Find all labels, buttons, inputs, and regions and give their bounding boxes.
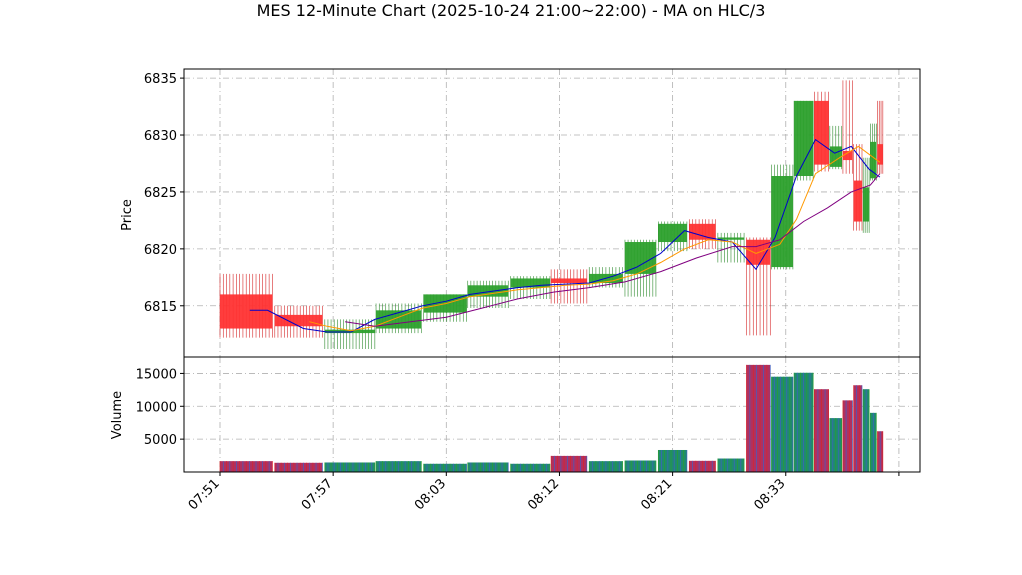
volume-ticks: 5000 10000 15000 — [136, 367, 184, 448]
volume-bar-fill — [423, 463, 467, 472]
candle-body — [717, 237, 745, 240]
volume-bar-fill — [658, 449, 687, 472]
volume-tick-label: 10000 — [136, 400, 177, 415]
price-tick-label: 6825 — [144, 186, 177, 201]
x-tick-label: 08:21 — [638, 476, 675, 513]
volume-bar — [771, 376, 794, 472]
candle-body — [689, 223, 716, 240]
volume-bar — [423, 463, 467, 472]
bull-candle — [624, 239, 657, 297]
volume-bar — [746, 364, 771, 472]
volume-bars — [219, 364, 884, 472]
price-tick-label: 6820 — [144, 243, 177, 258]
volume-bar — [588, 461, 623, 472]
candle-body — [842, 150, 853, 161]
volume-bar — [324, 462, 376, 472]
volume-bar — [624, 460, 657, 472]
volume-bar — [877, 431, 884, 472]
bull-candle — [717, 232, 745, 263]
volume-bar — [829, 418, 843, 472]
volume-bar — [688, 460, 716, 472]
price-grid — [184, 69, 920, 357]
volume-bar — [274, 462, 323, 472]
volume-bar-fill — [467, 462, 509, 472]
volume-bar — [657, 449, 688, 472]
volume-bar-fill — [551, 455, 587, 472]
candle-body — [467, 285, 509, 297]
bull-candle — [862, 157, 870, 233]
candle-body — [853, 180, 862, 222]
bull-candle — [870, 123, 877, 181]
price-candles — [219, 80, 884, 350]
candle-body — [829, 146, 842, 167]
volume-bar — [219, 461, 273, 472]
volume-bar — [869, 412, 877, 472]
bull-candle — [467, 280, 509, 309]
bull-candle — [658, 221, 688, 252]
volume-bar-fill — [274, 462, 323, 472]
x-tick-label: 07:51 — [186, 476, 223, 513]
bear-candle — [274, 305, 323, 338]
volume-bar-fill — [842, 400, 853, 472]
volume-axes-frame — [183, 356, 921, 473]
x-tick-label: 08:12 — [525, 476, 562, 513]
volume-axis-label: Volume — [110, 391, 125, 439]
candle-body — [877, 144, 883, 165]
ma-line — [309, 145, 881, 332]
volume-tick-label: 15000 — [136, 367, 177, 382]
price-tick-label: 6830 — [144, 129, 177, 144]
candle-body — [624, 242, 656, 274]
x-tick-label: 08:33 — [751, 476, 788, 513]
candle-body — [771, 176, 793, 268]
price-ticks: 6815 6820 6825 6830 6835 — [144, 72, 184, 315]
price-tick-label: 6815 — [144, 300, 177, 315]
price-tick-label: 6835 — [144, 72, 177, 87]
bear-candle — [842, 80, 853, 174]
candle-body — [220, 294, 273, 329]
candle-body — [814, 100, 829, 165]
volume-bar-fill — [853, 385, 862, 472]
bear-candle — [853, 144, 863, 231]
candle-body — [551, 278, 587, 284]
volume-bar — [550, 455, 588, 472]
x-tick-label: 08:03 — [412, 476, 449, 513]
volume-bar — [467, 462, 509, 472]
volume-bar — [853, 385, 863, 472]
volume-bar-fill — [746, 364, 771, 472]
bear-candle — [814, 91, 829, 172]
ma-line — [249, 138, 881, 333]
chart-title: MES 12-Minute Chart (2025-10-24 21:00~22… — [257, 1, 766, 20]
volume-tick-label: 5000 — [144, 433, 177, 448]
candle-body — [274, 314, 323, 327]
price-axis-label: Price — [120, 199, 135, 231]
candle-body — [658, 223, 687, 243]
candle-body — [324, 329, 375, 334]
volume-bar — [862, 389, 870, 472]
ma-line — [345, 173, 881, 327]
x-tick-label: 07:57 — [299, 476, 336, 513]
candle-body — [510, 278, 550, 288]
volume-bar — [793, 372, 814, 472]
bear-candle — [877, 100, 884, 174]
volume-bar — [717, 458, 745, 472]
volume-bar — [375, 461, 422, 472]
volume-bar — [842, 400, 853, 472]
bull-candle — [793, 100, 814, 181]
bear-candle — [219, 273, 273, 338]
volume-bar — [510, 463, 551, 472]
ma-lines — [249, 138, 881, 333]
candle-body — [376, 310, 422, 329]
volume-bar-fill — [771, 376, 793, 472]
volume-bar — [813, 389, 829, 472]
bear-candle — [688, 219, 716, 249]
candle-body — [870, 141, 877, 179]
candle-body — [794, 100, 814, 177]
axes-frames — [183, 68, 921, 473]
x-ticks: 07:51 07:57 08:03 08:12 08:21 08:33 — [186, 472, 900, 513]
candle-body — [863, 187, 870, 222]
bull-candle — [771, 164, 794, 270]
